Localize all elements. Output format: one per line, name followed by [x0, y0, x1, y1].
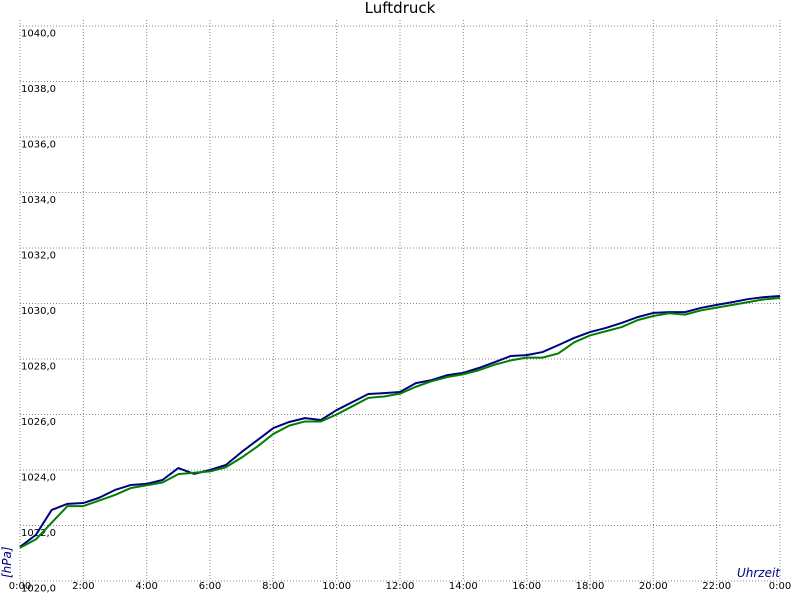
x-tick-label: 10:00 — [322, 581, 351, 592]
x-tick-label: 0:00 — [9, 581, 31, 592]
y-axis-label: [hPa] — [0, 546, 14, 578]
y-tick-label: 1024,0 — [21, 472, 56, 483]
x-tick-label: 20:00 — [639, 581, 668, 592]
x-tick-label: 18:00 — [576, 581, 605, 592]
y-tick-label: 1020,0 — [21, 583, 56, 594]
x-tick-label: 8:00 — [262, 581, 284, 592]
x-tick-label: 22:00 — [702, 581, 731, 592]
x-axis-label: Uhrzeit — [737, 566, 781, 580]
x-tick-label: 4:00 — [135, 581, 157, 592]
x-tick-label: 12:00 — [386, 581, 415, 592]
line-series — [19, 296, 781, 549]
line-series — [19, 295, 781, 548]
y-tick-label: 1040,0 — [21, 28, 56, 39]
y-tick-label: 1038,0 — [21, 84, 56, 95]
x-tick-label: 2:00 — [72, 581, 94, 592]
y-tick-label: 1034,0 — [21, 195, 56, 206]
x-tick-label: 0:00 — [769, 581, 791, 592]
y-tick-label: 1026,0 — [21, 417, 56, 428]
y-tick-label: 1032,0 — [21, 250, 56, 261]
y-tick-label: 1022,0 — [21, 528, 56, 539]
x-tick-label: 14:00 — [449, 581, 478, 592]
x-tick-label: 6:00 — [199, 581, 221, 592]
y-tick-label: 1036,0 — [21, 139, 56, 150]
y-tick-label: 1028,0 — [21, 361, 56, 372]
chart-title: Luftdruck — [365, 0, 436, 17]
x-tick-label: 16:00 — [512, 581, 541, 592]
y-tick-label: 1030,0 — [21, 306, 56, 317]
